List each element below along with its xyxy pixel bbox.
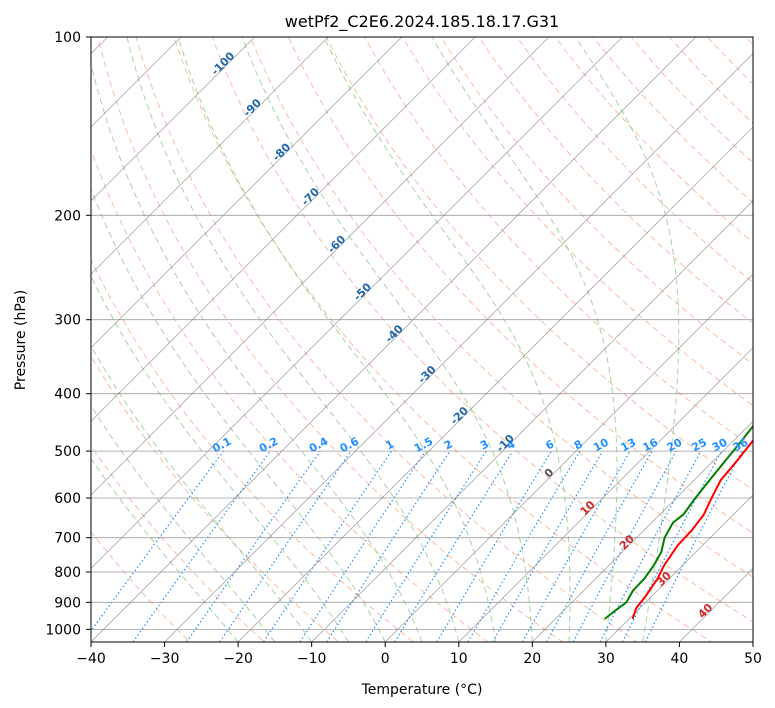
moist-adiabat-line <box>177 37 497 642</box>
x-tick-label: −10 <box>297 651 327 667</box>
y-tick-label: 600 <box>54 491 81 507</box>
moist-adiabat-line <box>575 37 680 642</box>
isotherm-line <box>458 347 753 642</box>
y-axis-label: Pressure (hPa) <box>13 290 29 390</box>
mixing-ratio-label: 13 <box>619 436 639 455</box>
y-tick-label: 100 <box>54 30 81 46</box>
isotherm-line <box>91 37 403 349</box>
isotherm-line <box>91 37 329 275</box>
y-tick-label: 900 <box>54 595 81 611</box>
dry-adiabat-line <box>211 37 753 623</box>
y-axis: 100 200 300 400 500 600 700 800 900 1000 <box>45 30 91 638</box>
moist-adiabat-line <box>241 37 533 642</box>
y-tick-label: 500 <box>54 444 81 460</box>
moist-adiabat-line <box>91 188 386 642</box>
mixing-ratio-label: 20 <box>665 436 685 455</box>
y-tick-label: 400 <box>54 387 81 403</box>
isotherm-line <box>164 53 753 642</box>
profile-lines <box>604 424 753 620</box>
background-lines <box>91 37 753 642</box>
dry-adiabat-line <box>287 37 753 534</box>
isotherm-line <box>91 37 697 642</box>
temperature-profile-line <box>631 438 753 620</box>
x-tick-label: −20 <box>223 651 253 667</box>
mixing-ratio-line <box>394 450 514 642</box>
dry-adiabat-line <box>97 37 564 642</box>
mixing-ratio-line <box>91 450 224 632</box>
dry-adiabat-line <box>91 355 340 642</box>
x-tick-label: −40 <box>76 651 106 667</box>
mixing-ratio-line <box>521 450 631 642</box>
y-tick-label: 700 <box>54 531 81 547</box>
dry-adiabat-line <box>249 37 753 578</box>
isotherm-line <box>91 37 255 202</box>
x-tick-label: 0 <box>381 651 390 667</box>
mixing-ratio-line <box>326 450 451 642</box>
mixing-ratio-line <box>219 450 352 642</box>
mixing-ratio-label: 16 <box>641 436 661 455</box>
mixing-ratio-line <box>262 450 392 642</box>
moist-adiabat-line <box>431 37 618 642</box>
mixing-ratio-line <box>644 450 743 642</box>
mixing-ratio-label: 30 <box>710 436 730 455</box>
dry-adiabat-line <box>135 37 639 642</box>
dry-adiabat-line <box>91 258 415 642</box>
isotherm-line <box>91 37 550 496</box>
mixing-ratio-line <box>299 450 426 642</box>
x-tick-label: 30 <box>597 651 615 667</box>
mixing-ratio-line <box>132 450 271 642</box>
moist-adiabat-line <box>91 404 276 642</box>
isotherm-line <box>91 37 476 422</box>
moist-adiabat-line <box>323 37 571 642</box>
mixing-ratio-line <box>572 450 677 642</box>
pressure-gridlines <box>91 37 753 630</box>
mixing-ratio-label: 10 <box>591 436 611 455</box>
moist-adiabat-line <box>91 457 239 642</box>
x-tick-label: 20 <box>523 651 541 667</box>
mixing-ratio-line <box>546 450 653 642</box>
y-tick-label: 200 <box>54 208 81 224</box>
x-tick-label: −30 <box>150 651 180 667</box>
mixing-ratio-label: 25 <box>689 436 709 455</box>
mixing-ratio-line <box>186 450 321 642</box>
x-tick-label: 50 <box>744 651 762 667</box>
isotherm-line <box>237 126 753 642</box>
y-tick-label: 800 <box>54 565 81 581</box>
dewpoint-profile-line <box>604 424 753 620</box>
moist-adiabat-line <box>91 62 423 642</box>
x-axis: −40 −30 −20 −10 0 10 20 30 40 50 <box>76 642 762 667</box>
plot-frame <box>90 36 754 643</box>
dry-adiabat-line <box>440 37 753 365</box>
y-tick-label: 1000 <box>45 622 81 638</box>
x-axis-label: Temperature (°C) <box>361 682 483 698</box>
isotherm-line <box>311 200 753 642</box>
mixing-ratio-label: 36 <box>731 436 751 455</box>
x-tick-label: 40 <box>670 651 688 667</box>
y-tick-label: 300 <box>54 313 81 329</box>
isotherm-line <box>605 494 753 642</box>
chart-title: wetPf2_C2E6.2024.185.18.17.G31 <box>285 12 559 32</box>
isotherm-line <box>532 420 753 642</box>
isotherm-lines <box>91 37 753 642</box>
dry-adiabat-line <box>91 445 265 642</box>
isotherm-line <box>91 37 623 569</box>
moist-adiabat-line <box>126 37 460 642</box>
dry-adiabat-line <box>173 37 713 642</box>
moist-adiabat-line <box>91 275 349 642</box>
dry-adiabat-line <box>478 37 753 324</box>
isotherm-line <box>384 273 753 642</box>
x-tick-label: 10 <box>450 651 468 667</box>
